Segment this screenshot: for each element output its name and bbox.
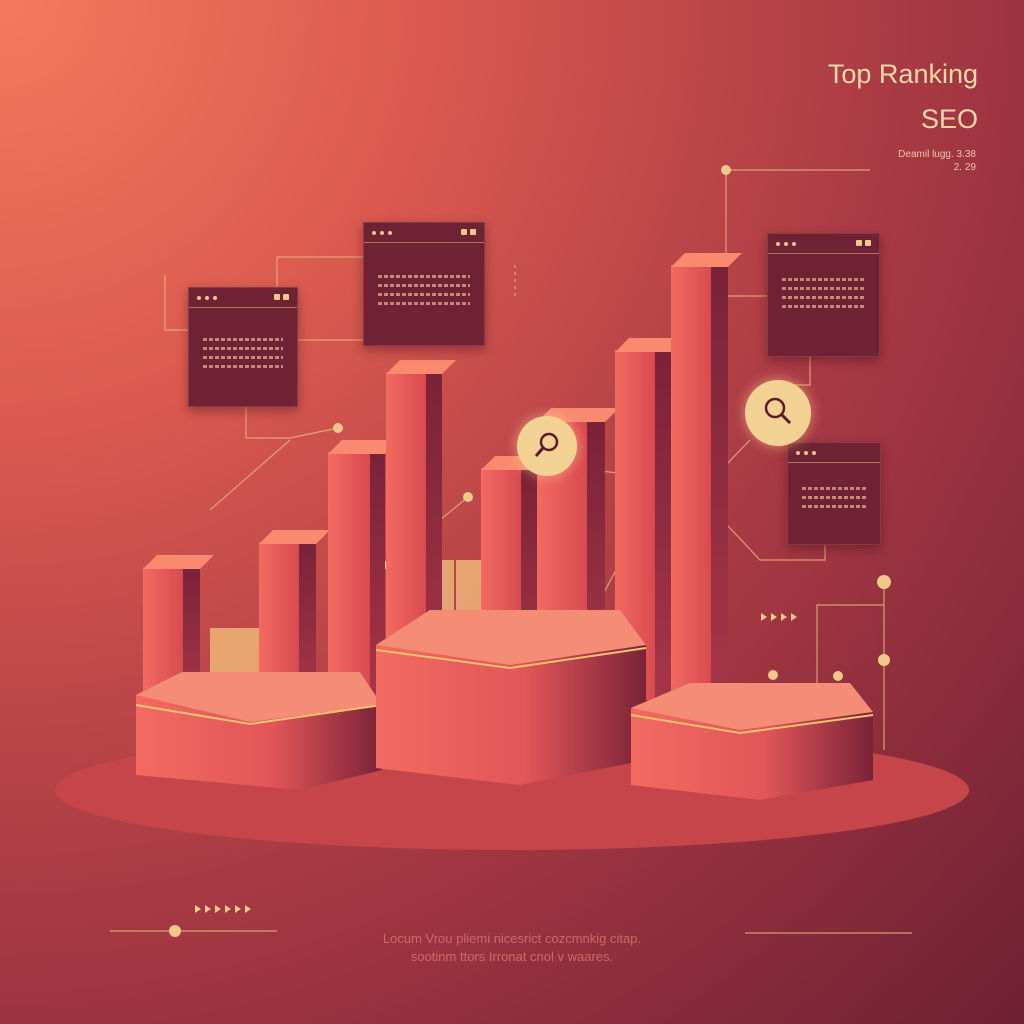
footer-line-2: sootinm ttors Irronat cnol v waares.: [410, 948, 614, 964]
magnifier-icon: [745, 380, 811, 446]
magnifier-icon: [517, 416, 577, 476]
window-dots-icon: [197, 296, 217, 300]
title-line-1: Top Ranking: [827, 59, 978, 89]
window-dots-icon: [776, 242, 796, 246]
page-title: Top Ranking SEO: [828, 52, 978, 141]
info-card-1: [188, 287, 298, 407]
bar-3: [328, 440, 399, 700]
info-card-4: [787, 442, 881, 545]
info-card-3: [767, 233, 880, 357]
window-dots-icon: [796, 451, 816, 455]
podium-right: [630, 683, 874, 800]
meta-line-2: 2. 29: [953, 162, 976, 173]
podium-center: [375, 610, 647, 785]
info-card-2: [363, 222, 485, 346]
meta-line-1: Deamil lugg. 3.38: [898, 149, 976, 160]
footer-text: Locum Vrou pliemi nicesrict cozcmnkig ci…: [0, 930, 1024, 965]
footer-line-1: Locum Vrou pliemi nicesrict cozcmnkig ci…: [382, 931, 642, 946]
bar-8: [671, 253, 742, 700]
window-dots-icon: [372, 231, 392, 235]
podium-left: [135, 672, 383, 790]
title-line-2: SEO: [920, 103, 978, 134]
meta-text: Deamil lugg. 3.38 2. 29: [898, 148, 976, 174]
